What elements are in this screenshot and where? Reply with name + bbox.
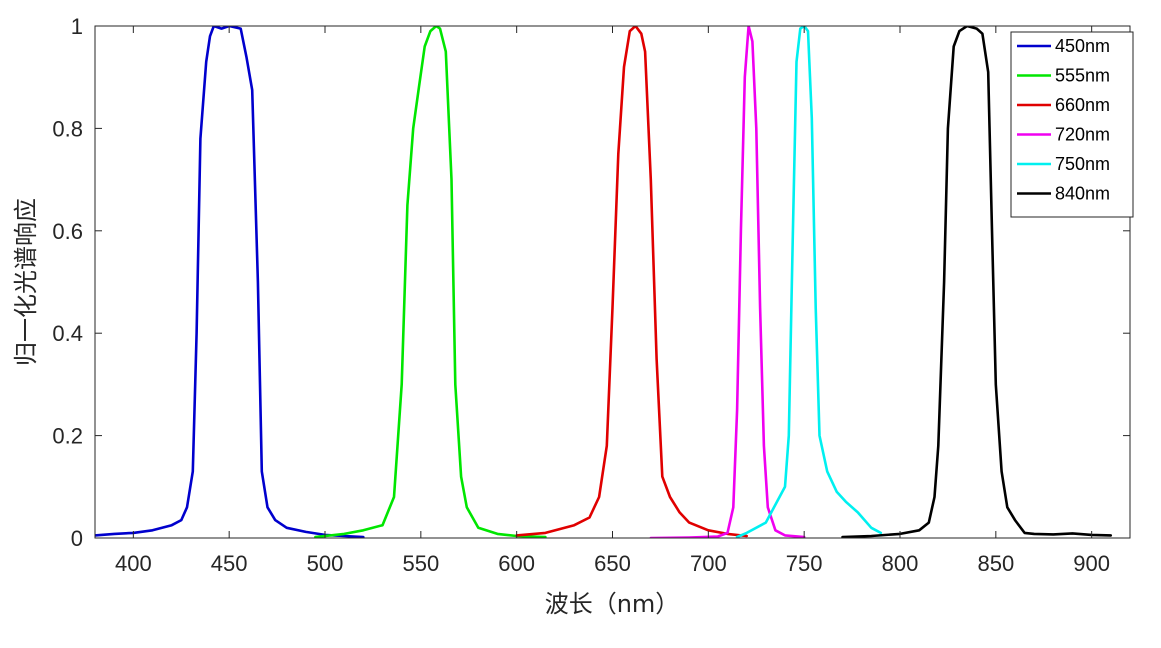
x-tick-label: 400 [115, 551, 152, 576]
y-tick-label: 1 [71, 14, 83, 39]
x-tick-label: 550 [402, 551, 439, 576]
y-tick-label: 0.2 [52, 424, 83, 449]
y-axis-label: 归一化光谱响应 [12, 198, 40, 366]
legend-label-5: 840nm [1055, 184, 1110, 204]
y-tick-label: 0 [71, 526, 83, 551]
series-line-4 [735, 26, 883, 538]
x-tick-label: 600 [498, 551, 535, 576]
x-axis: 400 450 500 550 600 650 700 750 800 850 900 [115, 26, 1110, 576]
x-tick-label: 900 [1073, 551, 1110, 576]
x-tick-label: 750 [786, 551, 823, 576]
series-line-0 [95, 26, 365, 538]
legend-box [1010, 31, 1134, 218]
x-axis-label: 波长（nm） [545, 590, 680, 618]
series-line-1 [314, 26, 547, 538]
series-line-5 [841, 26, 1113, 538]
x-tick-label: 450 [211, 551, 248, 576]
legend: 450nm 555nm 660nm 720nm 750nm 840nm [1010, 31, 1134, 218]
series-line-2 [515, 26, 748, 538]
x-tick-label: 850 [977, 551, 1014, 576]
legend-label-0: 450nm [1055, 36, 1110, 56]
legend-label-4: 750nm [1055, 154, 1110, 174]
y-tick-label: 0.4 [52, 321, 83, 346]
legend-label-1: 555nm [1055, 66, 1110, 86]
legend-label-3: 720nm [1055, 125, 1110, 145]
x-tick-label: 500 [307, 551, 344, 576]
y-tick-label: 0.6 [52, 219, 83, 244]
series-layer [95, 26, 1113, 538]
y-axis: 0 0.2 0.4 0.6 0.8 1 [52, 14, 1130, 551]
legend-label-2: 660nm [1055, 95, 1110, 115]
x-tick-label: 700 [690, 551, 727, 576]
y-tick-label: 0.8 [52, 116, 83, 141]
x-tick-label: 800 [882, 551, 919, 576]
x-tick-label: 650 [594, 551, 631, 576]
